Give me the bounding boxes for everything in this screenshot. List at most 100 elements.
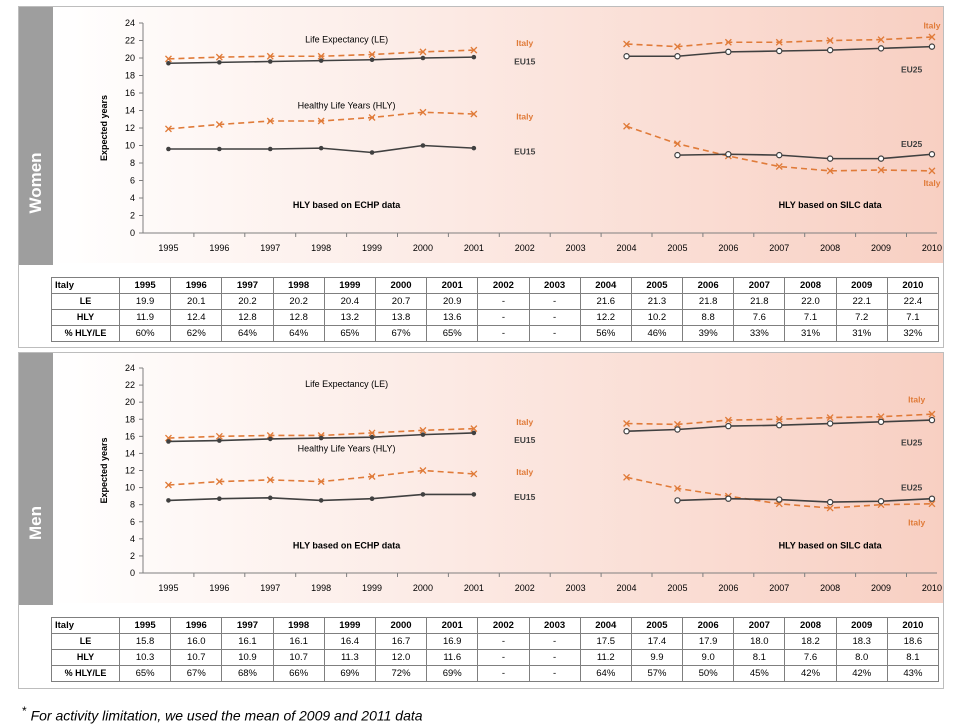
table-cell: 16.4: [323, 633, 376, 650]
table-cell: 12.4: [170, 309, 223, 326]
table-year-header: 2000: [374, 617, 428, 634]
italy-le-point: [673, 420, 681, 428]
table-cell: 17.9: [682, 633, 735, 650]
italy-hly-point: [368, 114, 376, 121]
italy-hly-point: [673, 140, 681, 148]
x-tick-label: 2004: [617, 243, 637, 253]
le-title: Life Expectancy (LE): [305, 35, 388, 45]
women-side-tab: Women: [19, 7, 53, 265]
table-cell: -: [528, 309, 581, 326]
y-tick-label: 14: [125, 106, 135, 116]
table-cell: 12.8: [221, 309, 274, 326]
table-cell: 69%: [323, 665, 376, 682]
x-tick-label: 1997: [260, 583, 280, 593]
eu25-le-point: [877, 45, 885, 52]
italy-le-point: [623, 420, 631, 427]
table-cell: 20.7: [374, 293, 428, 310]
table-cell: -: [477, 325, 530, 342]
eu25-hly-point: [928, 495, 936, 502]
table-cell: 18.2: [784, 633, 837, 650]
y-tick-label: 2: [130, 551, 135, 561]
footnote-text: For activity limitation, we used the mea…: [30, 707, 423, 724]
series-label-eu25: EU25: [901, 64, 923, 74]
table-cell: 11.9: [118, 309, 172, 326]
eu25-le-point: [877, 418, 885, 426]
italy-hly-point: [928, 167, 936, 175]
x-tick-label: 2002: [515, 583, 535, 593]
eu15-hly-point: [318, 498, 324, 503]
x-tick-label: 2005: [667, 583, 687, 593]
table-row: % HLY/LE 60% 62% 64% 64% 65% 67% 65% - -56% 46% 39%…: [51, 325, 940, 342]
italy-hly-point: [164, 125, 172, 133]
y-tick-label: 24: [125, 363, 135, 373]
eu15-hly-point: [166, 146, 171, 152]
eu25-hly-point: [877, 498, 885, 505]
eu25-le-point: [776, 422, 783, 429]
italy-le-point: [673, 43, 681, 51]
italy-hly-point: [877, 166, 885, 174]
silc-note: HLY based on SILC data: [779, 200, 883, 210]
eu15-hly-point: [369, 496, 375, 501]
x-tick-label: 2003: [566, 243, 586, 253]
table-row-label: HLY: [51, 309, 120, 326]
table-year-header: 2008: [784, 277, 837, 294]
italy-hly-point: [266, 476, 274, 484]
eu15-le-point: [217, 438, 222, 443]
table-cell: -: [477, 293, 530, 310]
x-tick-label: 1997: [260, 243, 280, 253]
italy-hly-point: [826, 167, 834, 175]
table-cell: 42%: [835, 665, 888, 682]
italy-hly-point: [775, 163, 783, 170]
eu25-hly-point: [725, 151, 732, 158]
series-label-italy: Italy: [923, 21, 940, 31]
y-tick-label: 12: [125, 123, 135, 133]
table-row: LE 19.9 20.1 20.2 20.2 20.4 20.7 20.9- -21.6 21.3…: [51, 293, 940, 310]
italy-le-point: [368, 51, 376, 58]
italy-le-point: [215, 53, 223, 61]
eu15-hly-point: [318, 145, 324, 151]
hly-title: Healthy Life Years (HLY): [298, 100, 396, 110]
table-row-label: % HLY/LE: [51, 325, 120, 342]
men-side-tab: Men: [19, 353, 53, 605]
table-cell: 72%: [374, 665, 428, 682]
table-cell: -: [477, 665, 530, 682]
x-tick-label: 1995: [158, 243, 178, 253]
x-tick-label: 2005: [667, 243, 687, 253]
eu15-le-point: [267, 436, 273, 442]
series-label-italy: Italy: [516, 467, 533, 477]
table-cell: 11.6: [426, 649, 479, 666]
y-tick-label: 4: [130, 534, 135, 544]
table-year-header: 2002: [477, 277, 530, 294]
eu25-le-point: [928, 43, 936, 50]
table-cell: 7.1: [886, 309, 940, 326]
italy-le-point: [266, 432, 274, 439]
italy-le-point: [317, 52, 325, 60]
table-year-header: 2010: [886, 617, 940, 634]
italy-le-point: [470, 46, 478, 54]
table-cell: 7.6: [733, 309, 786, 326]
eu15-hly-point: [267, 495, 273, 501]
y-tick-label: 22: [125, 36, 135, 46]
table-cell: 50%: [682, 665, 735, 682]
table-cell: -: [528, 293, 581, 310]
table-row-label: LE: [51, 293, 120, 310]
table-cell: -: [477, 649, 530, 666]
italy-le-point: [724, 416, 732, 424]
table-cell: 64%: [272, 325, 325, 342]
table-cell: 12.2: [579, 309, 632, 326]
series-label-italy: Italy: [908, 395, 925, 405]
italy-hly-point: [368, 473, 376, 480]
table-cell: 17.5: [579, 633, 632, 650]
table-year-header: 1995: [118, 277, 172, 294]
table-cell: 22.0: [784, 293, 837, 310]
y-tick-label: 2: [130, 211, 135, 221]
table-year-header: 1998: [272, 617, 325, 634]
y-tick-label: 10: [125, 141, 135, 151]
table-cell: 67%: [374, 325, 428, 342]
eu25-hly-point: [826, 155, 834, 162]
x-tick-label: 2008: [820, 583, 840, 593]
x-tick-label: 2007: [769, 583, 789, 593]
table-cell: 18.3: [835, 633, 888, 650]
series-label-italy: Italy: [923, 178, 940, 188]
eu15-hly-point: [369, 150, 375, 155]
